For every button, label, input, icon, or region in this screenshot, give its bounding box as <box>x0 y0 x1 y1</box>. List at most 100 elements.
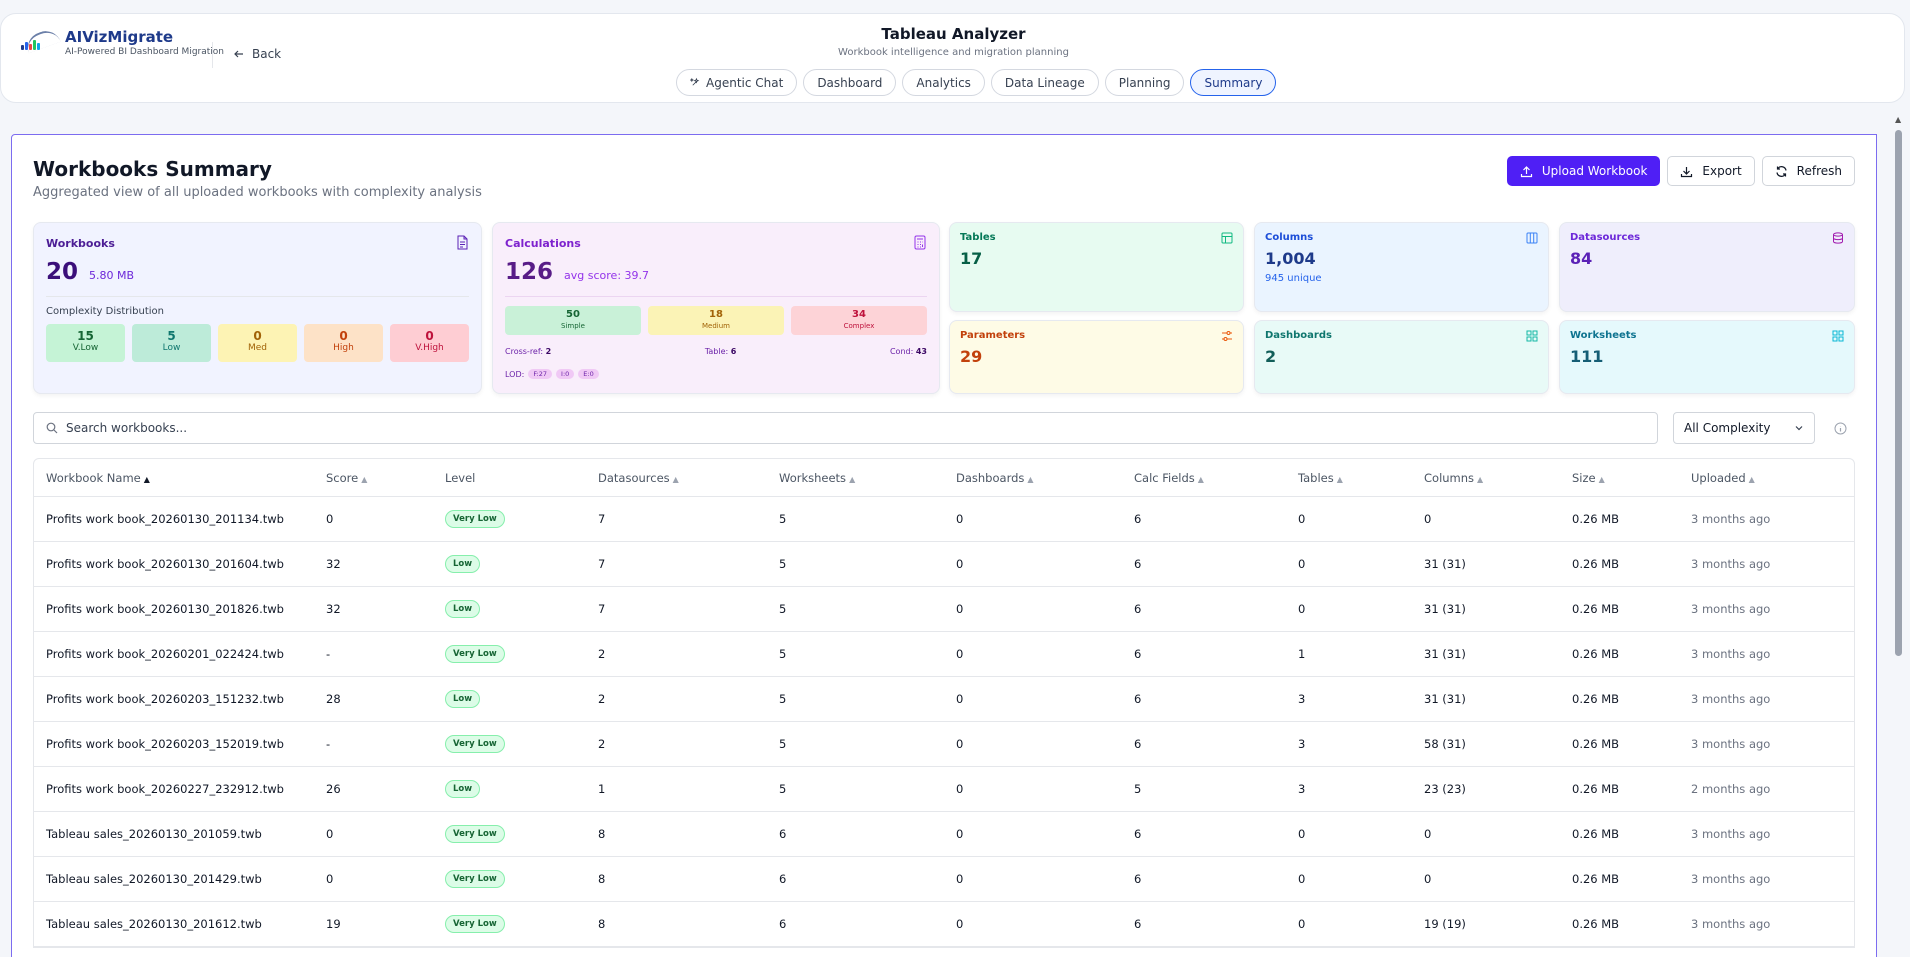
cell-uploaded: 3 months ago <box>1691 737 1771 751</box>
cell-name: Profits work book_20260201_022424.twb <box>46 647 284 661</box>
cell-worksheets: 5 <box>779 557 787 571</box>
cell-worksheets: 5 <box>779 512 787 526</box>
calc-cond: Cond: 43 <box>889 347 927 356</box>
level-badge: Very Low <box>445 510 505 528</box>
scroll-up-icon[interactable]: ▲ <box>1895 115 1902 124</box>
col-tables[interactable]: Tables ▲ <box>1298 470 1343 485</box>
table-row[interactable]: Profits work book_20260203_151232.twb 28 L… <box>34 677 1854 722</box>
sort-icon: ▲ <box>361 474 368 484</box>
cell-tables: 0 <box>1298 827 1306 841</box>
tab-planning[interactable]: Planning <box>1104 69 1185 96</box>
col-worksheets[interactable]: Worksheets ▲ <box>779 470 856 485</box>
col-workbook-name[interactable]: Workbook Name ▲ <box>46 470 150 485</box>
dist-very-high[interactable]: 0 V.High <box>390 324 469 362</box>
cell-datasources: 2 <box>598 647 606 661</box>
calculator-icon <box>914 235 926 250</box>
table-row[interactable]: Tableau sales_20260130_201429.twb 0 Very L… <box>34 857 1854 902</box>
tab-analytics[interactable]: Analytics <box>902 69 985 96</box>
cell-calc-fields: 6 <box>1134 872 1142 886</box>
cell-name: Tableau sales_20260130_201429.twb <box>46 872 262 886</box>
lod-chip: F:27 <box>528 369 553 379</box>
col-uploaded[interactable]: Uploaded ▲ <box>1691 470 1755 485</box>
cell-calc-fields: 6 <box>1134 602 1142 616</box>
back-button[interactable]: Back <box>233 47 281 61</box>
scrollbar-thumb[interactable] <box>1895 130 1902 656</box>
calc-crossref: Cross-ref: 2 <box>505 347 552 356</box>
col-datasources[interactable]: Datasources ▲ <box>598 470 679 485</box>
complexity-filter-select[interactable]: All Complexity <box>1673 412 1815 444</box>
refresh-button[interactable]: Refresh <box>1761 156 1855 186</box>
table-row[interactable]: Profits work book_20260201_022424.twb - Ve… <box>34 632 1854 677</box>
arrow-left-icon <box>234 50 243 58</box>
table-row[interactable]: Profits work book_20260130_201826.twb 32 L… <box>34 587 1854 632</box>
dist-medium[interactable]: 0 Med <box>218 324 297 362</box>
brand[interactable]: AIVizMigrate AI-Powered BI Dashboard Mig… <box>19 26 224 58</box>
cell-score: - <box>326 737 331 751</box>
columns-card: Columns 1,004 945 unique <box>1254 222 1549 312</box>
tab-data-lineage[interactable]: Data Lineage <box>990 69 1099 96</box>
export-button[interactable]: Export <box>1667 156 1755 186</box>
table-body: Profits work book_20260130_201134.twb 0 Ve… <box>34 497 1854 947</box>
sort-icon: ▲ <box>1027 474 1034 484</box>
complexity-distribution: 15 V.Low 5 Low 0 Med 0 High 0 V.High <box>46 324 469 362</box>
info-icon[interactable] <box>1834 422 1847 435</box>
table-row[interactable]: Tableau sales_20260130_201059.twb 0 Very L… <box>34 812 1854 857</box>
tab-agentic-chat[interactable]: Agentic Chat <box>676 69 798 96</box>
cell-name: Tableau sales_20260130_201612.twb <box>46 917 262 931</box>
col-size[interactable]: Size ▲ <box>1572 470 1605 485</box>
calc-simple: 50 Simple <box>505 306 641 335</box>
cell-name: Profits work book_20260130_201134.twb <box>46 512 284 526</box>
cell-tables: 3 <box>1298 737 1306 751</box>
col-level: Level <box>445 470 476 485</box>
search-box <box>33 412 1658 444</box>
dist-very-low[interactable]: 15 V.Low <box>46 324 125 362</box>
chevron-down-icon <box>1795 426 1803 431</box>
cell-datasources: 8 <box>598 827 606 841</box>
app-header: AIVizMigrate AI-Powered BI Dashboard Mig… <box>0 13 1905 103</box>
cell-worksheets: 5 <box>779 737 787 751</box>
cell-size: 0.26 MB <box>1572 647 1620 661</box>
cell-dashboards: 0 <box>956 872 964 886</box>
sliders-icon <box>1222 331 1232 341</box>
toolbar: Upload Workbook Export Refresh <box>1506 156 1855 186</box>
cell-uploaded: 3 months ago <box>1691 827 1771 841</box>
sort-icon: ▲ <box>1598 474 1605 484</box>
cell-calc-fields: 6 <box>1134 737 1142 751</box>
col-score[interactable]: Score ▲ <box>326 470 368 485</box>
dist-high[interactable]: 0 High <box>304 324 383 362</box>
cell-level: Very Low <box>433 735 586 753</box>
cell-level: Very Low <box>433 645 586 663</box>
cell-name: Profits work book_20260130_201604.twb <box>46 557 284 571</box>
sort-icon: ▲ <box>1477 474 1484 484</box>
dist-low[interactable]: 5 Low <box>132 324 211 362</box>
col-calc-fields[interactable]: Calc Fields ▲ <box>1134 470 1204 485</box>
cell-columns: 23 (23) <box>1424 782 1466 796</box>
cell-uploaded: 3 months ago <box>1691 557 1771 571</box>
cell-columns: 31 (31) <box>1424 692 1466 706</box>
cell-columns: 0 <box>1424 512 1432 526</box>
table-row[interactable]: Profits work book_20260227_232912.twb 26 L… <box>34 767 1854 812</box>
tab-dashboard[interactable]: Dashboard <box>803 69 897 96</box>
cell-level: Low <box>433 600 586 618</box>
cell-level: Very Low <box>433 915 586 933</box>
col-dashboards[interactable]: Dashboards ▲ <box>956 470 1034 485</box>
table-row[interactable]: Profits work book_20260203_152019.twb - Ve… <box>34 722 1854 767</box>
tab-summary[interactable]: Summary <box>1190 69 1277 96</box>
cell-columns: 58 (31) <box>1424 737 1466 751</box>
upload-workbook-button[interactable]: Upload Workbook <box>1506 156 1661 186</box>
search-input[interactable] <box>66 413 1626 443</box>
worksheets-count: 111 <box>1570 347 1604 366</box>
calculations-card-title: Calculations <box>505 237 581 250</box>
cell-level: Very Low <box>433 870 586 888</box>
table-row[interactable]: Tableau sales_20260130_201612.twb 19 Very … <box>34 902 1854 947</box>
table-row[interactable]: Profits work book_20260130_201604.twb 32 L… <box>34 542 1854 587</box>
cell-level: Low <box>433 555 586 573</box>
table-row[interactable]: Profits work book_20260130_201134.twb 0 Ve… <box>34 497 1854 542</box>
cell-tables: 1 <box>1298 647 1306 661</box>
level-badge: Very Low <box>445 645 505 663</box>
level-badge: Low <box>445 780 481 798</box>
complexity-distribution-label: Complexity Distribution <box>46 306 164 317</box>
col-columns[interactable]: Columns ▲ <box>1424 470 1484 485</box>
level-badge: Very Low <box>445 735 505 753</box>
cell-size: 0.26 MB <box>1572 512 1620 526</box>
